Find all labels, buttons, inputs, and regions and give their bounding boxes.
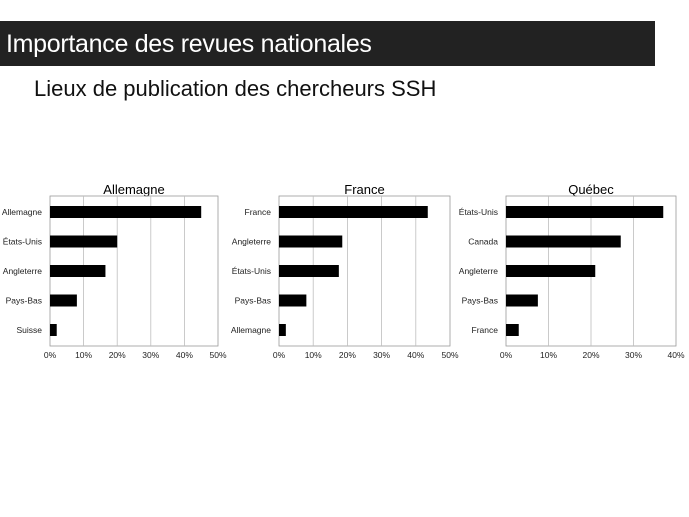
bar: [50, 235, 118, 248]
x-tick-label: 10%: [305, 350, 322, 360]
x-tick-label: 50%: [441, 350, 458, 360]
category-label: Angleterre: [232, 237, 271, 247]
page-subtitle: Lieux de publication des chercheurs SSH: [34, 76, 437, 101]
bar: [506, 265, 596, 277]
bar: [506, 324, 519, 336]
x-tick-label: 20%: [339, 350, 356, 360]
x-tick-label: 10%: [540, 350, 557, 360]
x-tick-label: 30%: [142, 350, 159, 360]
bar: [279, 294, 307, 307]
chart-allemagne: Allemagne 0% 10% 20% 30% 40% 50% Allemagne États…: [2, 182, 227, 360]
x-tick-label: 40%: [407, 350, 424, 360]
category-label: France: [472, 325, 499, 335]
category-label: Pays-Bas: [6, 296, 42, 306]
bar: [50, 294, 77, 307]
x-tick-label: 40%: [176, 350, 193, 360]
x-tick-label: 0%: [273, 350, 286, 360]
category-label: Allemagne: [2, 207, 42, 217]
category-label: Allemagne: [231, 325, 271, 335]
x-tick-label: 30%: [373, 350, 390, 360]
x-tick-label: 20%: [109, 350, 126, 360]
chart-title: France: [344, 182, 384, 197]
chart-title: Québec: [568, 182, 614, 197]
category-label: Pays-Bas: [235, 296, 271, 306]
x-tick-label: 20%: [582, 350, 599, 360]
category-label: États-Unis: [3, 237, 42, 247]
bar: [50, 324, 57, 336]
x-tick-label: 30%: [625, 350, 642, 360]
x-tick-label: 40%: [667, 350, 684, 360]
bar: [279, 324, 286, 336]
page-title: Importance des revues nationales: [6, 30, 372, 58]
category-label: Suisse: [16, 325, 42, 335]
x-tick-label: 50%: [209, 350, 226, 360]
bar: [279, 235, 343, 248]
bar: [506, 206, 664, 218]
title-bar: Importance des revues nationales: [0, 21, 655, 66]
bar: [506, 235, 621, 248]
category-label: Canada: [468, 237, 498, 247]
category-label: États-Unis: [232, 266, 271, 276]
bar: [506, 294, 538, 307]
bar: [279, 206, 428, 218]
bar: [50, 265, 106, 277]
chart-quebec: Québec 0% 10% 20% 30% 40% États-Unis Canada Angl…: [459, 182, 685, 360]
chart-france: France 0% 10% 20% 30% 40% 50% France Angleterre É…: [231, 182, 459, 360]
category-label: France: [245, 207, 272, 217]
category-label: Angleterre: [459, 266, 498, 276]
bar: [50, 206, 202, 218]
bar: [279, 265, 339, 277]
category-label: États-Unis: [459, 207, 498, 217]
x-tick-label: 10%: [75, 350, 92, 360]
category-label: Angleterre: [3, 266, 42, 276]
x-tick-label: 0%: [500, 350, 513, 360]
x-tick-label: 0%: [44, 350, 57, 360]
chart-title: Allemagne: [103, 182, 164, 197]
category-label: Pays-Bas: [462, 296, 498, 306]
